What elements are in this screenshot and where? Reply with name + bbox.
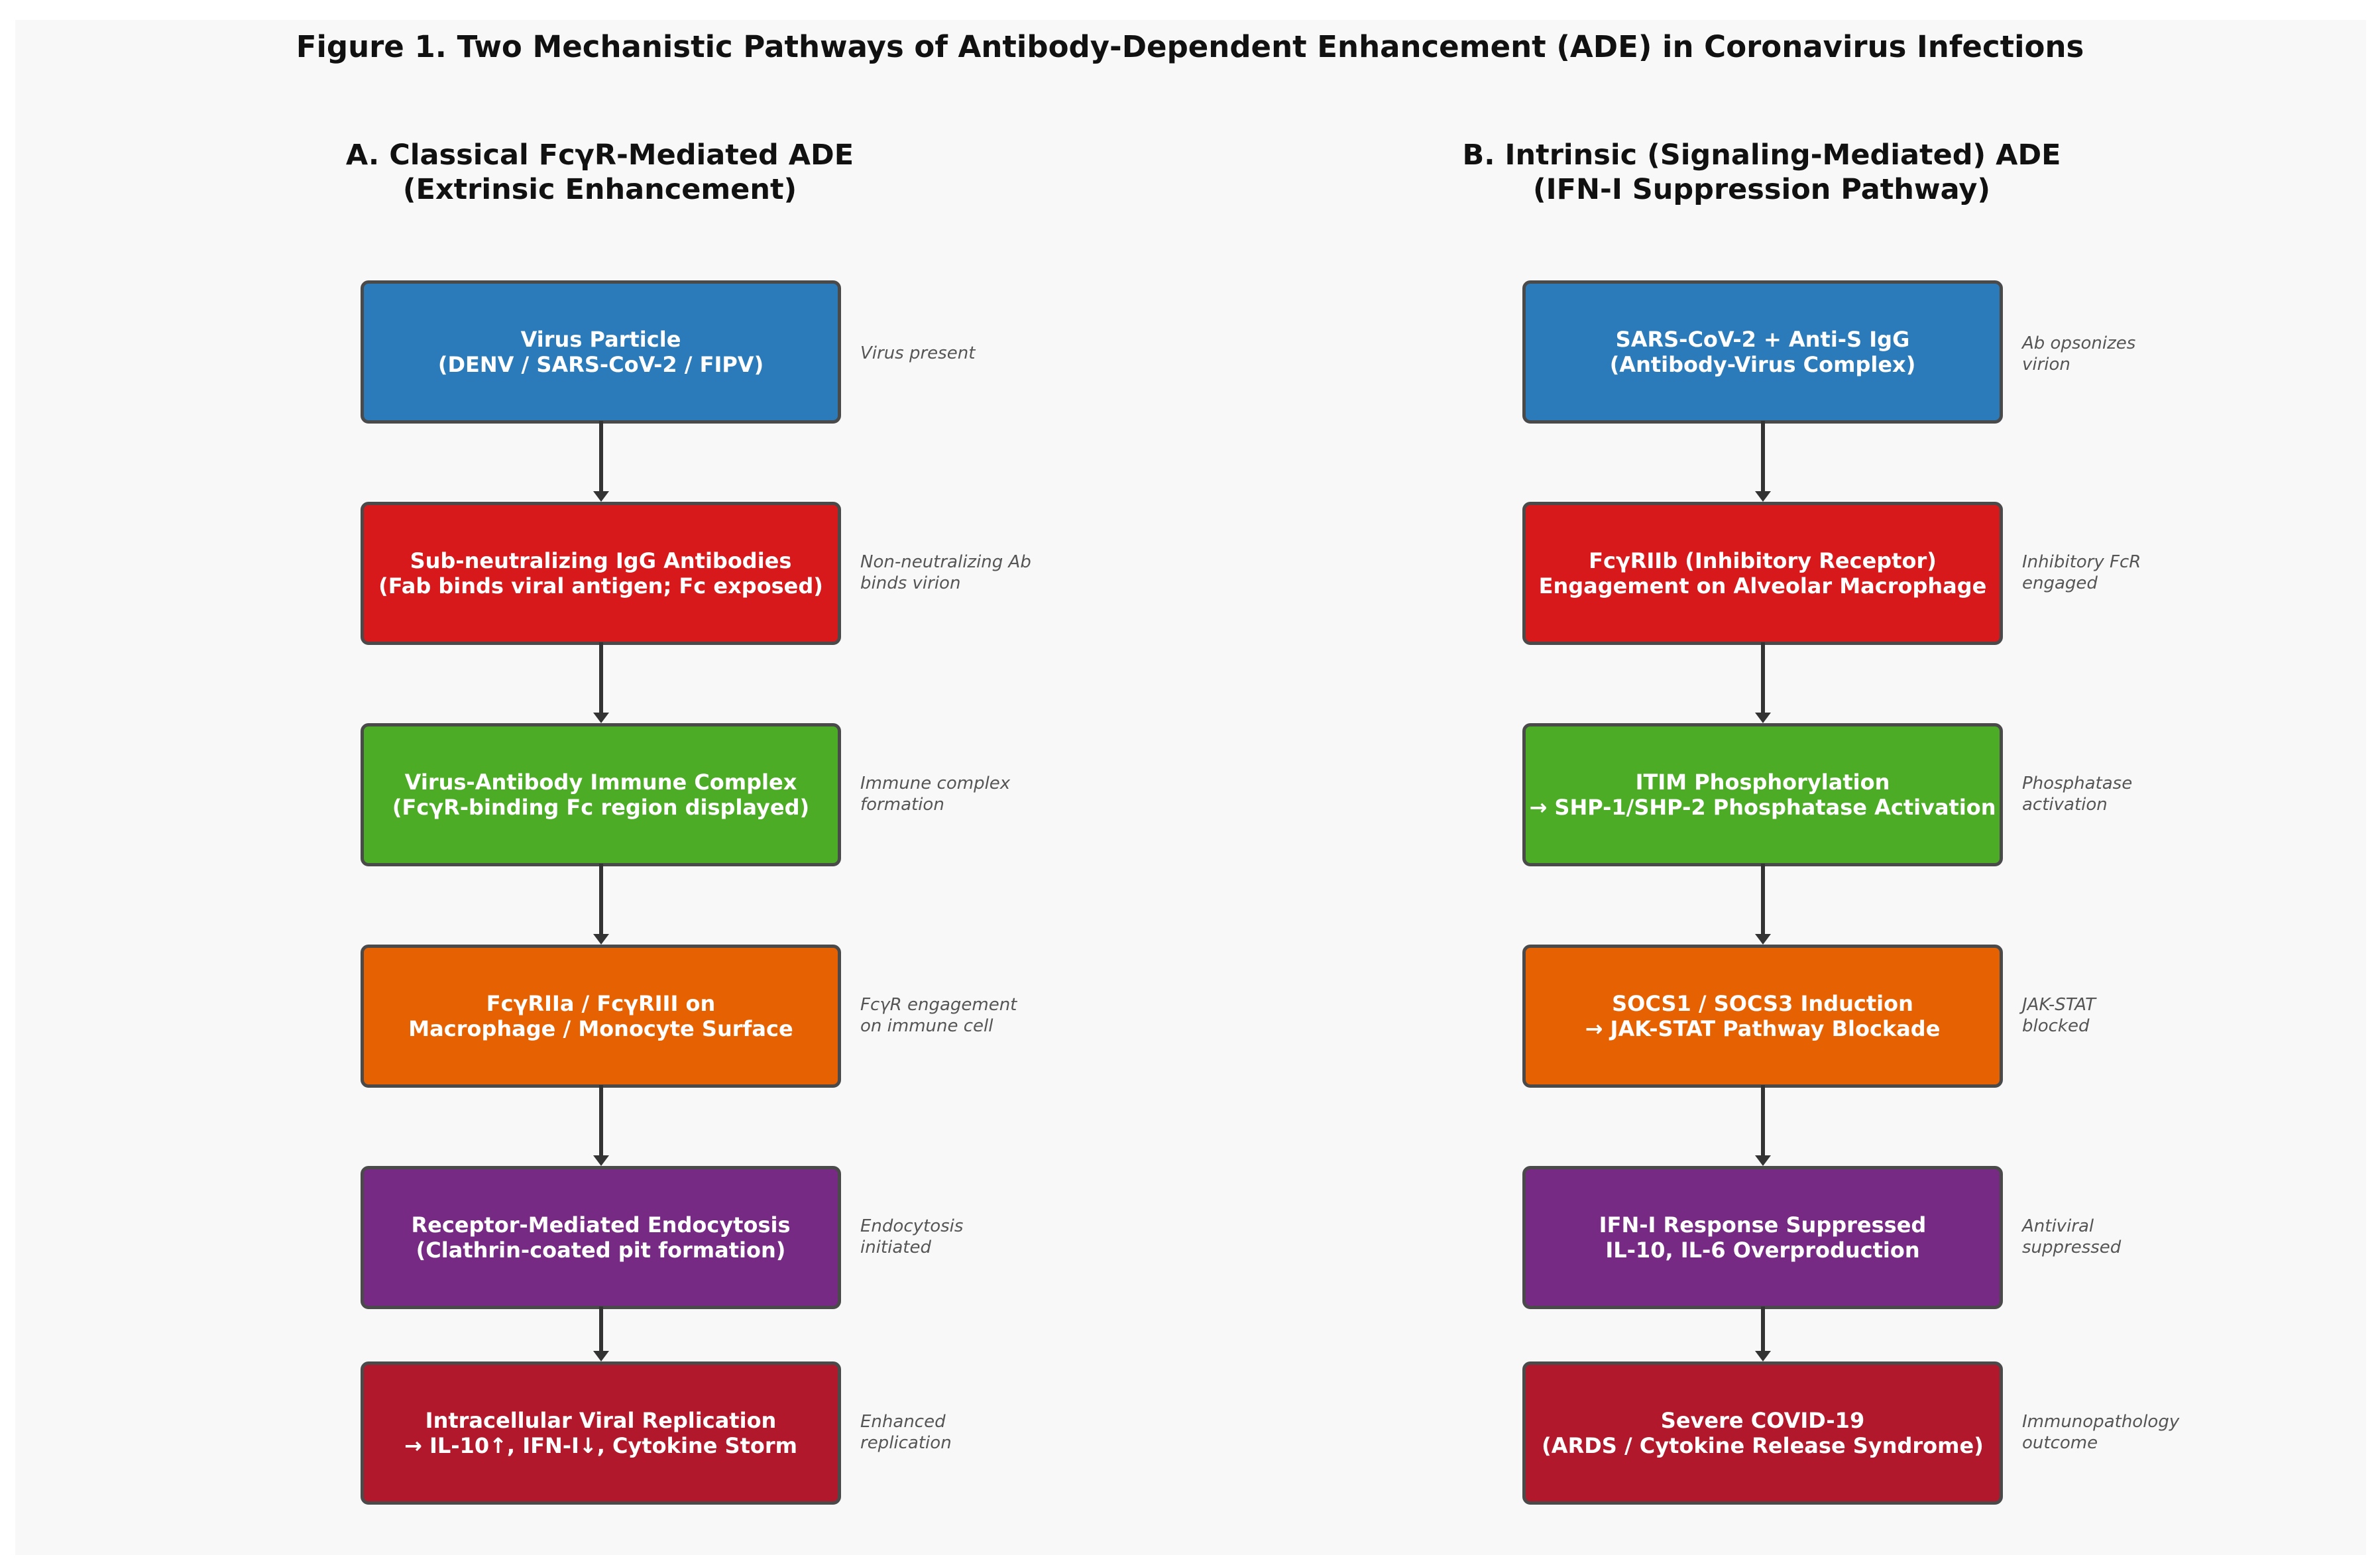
note-line2: replication xyxy=(860,1433,952,1453)
step-line2: → JAK-STAT Pathway Blockade xyxy=(1585,1016,1941,1041)
panel-a-title-line1: A. Classical FcγR-Mediated ADE xyxy=(345,139,854,172)
panel-b-title-line2: (IFN-I Suppression Pathway) xyxy=(1532,173,1991,206)
panel-b-step-3-note: Phosphatase activation xyxy=(2022,773,2132,815)
step-line1: Severe COVID-19 xyxy=(1660,1408,1865,1433)
panel-b-title-line1: B. Intrinsic (Signaling-Mediated) ADE xyxy=(1462,139,2061,172)
step-line2: (DENV / SARS-CoV-2 / FIPV) xyxy=(437,352,764,377)
note-line2: virion xyxy=(2022,355,2070,375)
note-line2: engaged xyxy=(2022,573,2098,593)
panel-a-arrow-2 xyxy=(593,642,609,723)
panel-a-step-1-box: Virus Particle (DENV / SARS-CoV-2 / FIPV… xyxy=(361,280,841,424)
note-line2: activation xyxy=(2022,795,2108,815)
step-line1: Sub-neutralizing IgG Antibodies xyxy=(410,548,792,573)
step-line2: Macrophage / Monocyte Surface xyxy=(408,1016,793,1041)
panel-a-step-2-note: Non-neutralizing Ab binds virion xyxy=(860,551,1031,594)
panel-b-arrow-5 xyxy=(1755,1306,1771,1361)
panel-b-step-1-box: SARS-CoV-2 + Anti-S IgG (Antibody-Virus … xyxy=(1522,280,2003,424)
note-line1: Immune complex xyxy=(860,774,1011,793)
panel-b-step-3-box: ITIM Phosphorylation → SHP-1/SHP-2 Phosp… xyxy=(1522,723,2003,866)
note-line2: suppressed xyxy=(2022,1238,2122,1257)
panel-b-step-2-note: Inhibitory FcR engaged xyxy=(2022,551,2141,594)
panel-b-step-5-note: Antiviral suppressed xyxy=(2022,1216,2121,1258)
note-line2: initiated xyxy=(860,1238,931,1257)
step-line1: Intracellular Viral Replication xyxy=(425,1408,777,1433)
panel-b-step-4-box: SOCS1 / SOCS3 Induction → JAK-STAT Pathw… xyxy=(1522,945,2003,1088)
panel-b-step-4-note: JAK-STAT blocked xyxy=(2022,994,2096,1037)
panel-b-step-5-box: IFN-I Response Suppressed IL-10, IL-6 Ov… xyxy=(1522,1166,2003,1309)
panel-b-arrow-4 xyxy=(1755,1085,1771,1166)
step-line1: IFN-I Response Suppressed xyxy=(1599,1212,1927,1238)
note-line2: blocked xyxy=(2022,1016,2090,1036)
step-line1: ITIM Phosphorylation xyxy=(1635,770,1890,795)
panel-a-title: A. Classical FcγR-Mediated ADE (Extrinsi… xyxy=(202,138,997,207)
note-line2: binds virion xyxy=(860,573,961,593)
note-line1: Immunopathology xyxy=(2022,1412,2180,1432)
panel-a-step-6-box: Intracellular Viral Replication → IL-10↑… xyxy=(361,1361,841,1505)
step-line1: SOCS1 / SOCS3 Induction xyxy=(1612,991,1913,1016)
panel-b-arrow-1 xyxy=(1755,421,1771,502)
step-line2: (FcγR-binding Fc region displayed) xyxy=(392,795,810,820)
panel-a-title-line2: (Extrinsic Enhancement) xyxy=(402,173,797,206)
note-line1: Endocytosis xyxy=(860,1216,964,1236)
note-line1: FcγR engagement xyxy=(860,995,1017,1015)
note-line1: Virus present xyxy=(860,343,976,363)
note-line1: Non-neutralizing Ab xyxy=(860,552,1031,572)
panel-a-arrow-4 xyxy=(593,1085,609,1166)
panel-a-step-1-note: Virus present xyxy=(860,343,975,364)
panel-b-step-2-box: FcγRIIb (Inhibitory Receptor) Engagement… xyxy=(1522,502,2003,645)
step-line2: → SHP-1/SHP-2 Phosphatase Activation xyxy=(1529,795,1996,820)
figure-title: Figure 1. Two Mechanistic Pathways of An… xyxy=(296,29,2084,64)
step-line2: → IL-10↑, IFN-I↓, Cytokine Storm xyxy=(404,1433,797,1458)
note-line1: Ab opsonizes xyxy=(2022,333,2136,353)
panel-a-step-6-note: Enhanced replication xyxy=(860,1411,952,1454)
panel-a-step-5-box: Receptor-Mediated Endocytosis (Clathrin-… xyxy=(361,1166,841,1309)
panel-a-step-2-box: Sub-neutralizing IgG Antibodies (Fab bin… xyxy=(361,502,841,645)
note-line1: Antiviral xyxy=(2022,1216,2094,1236)
panel-b-step-6-note: Immunopathology outcome xyxy=(2022,1411,2179,1454)
step-line1: SARS-CoV-2 + Anti-S IgG xyxy=(1615,327,1910,352)
step-line2: IL-10, IL-6 Overproduction xyxy=(1605,1238,1920,1263)
note-line1: Enhanced xyxy=(860,1412,946,1432)
note-line2: formation xyxy=(860,795,944,815)
panel-a-arrow-1 xyxy=(593,421,609,502)
step-line2: (Clathrin-coated pit formation) xyxy=(416,1238,786,1263)
note-line1: Phosphatase xyxy=(2022,774,2133,793)
step-line1: Virus Particle xyxy=(520,327,681,352)
panel-b-arrow-3 xyxy=(1755,864,1771,945)
panel-a-arrow-5 xyxy=(593,1306,609,1361)
step-line2: (Antibody-Virus Complex) xyxy=(1609,352,1916,377)
panel-b-title: B. Intrinsic (Signaling-Mediated) ADE (I… xyxy=(1364,138,2159,207)
panel-b-step-6-box: Severe COVID-19 (ARDS / Cytokine Release… xyxy=(1522,1361,2003,1505)
panel-b-step-1-note: Ab opsonizes virion xyxy=(2022,333,2135,375)
panel-a-step-3-box: Virus-Antibody Immune Complex (FcγR-bind… xyxy=(361,723,841,866)
step-line1: Virus-Antibody Immune Complex xyxy=(404,770,797,795)
note-line2: on immune cell xyxy=(860,1016,993,1036)
note-line2: outcome xyxy=(2022,1433,2098,1453)
step-line2: (Fab binds viral antigen; Fc exposed) xyxy=(378,573,823,599)
panel-a-step-4-box: FcγRIIa / FcγRIII on Macrophage / Monocy… xyxy=(361,945,841,1088)
step-line1: Receptor-Mediated Endocytosis xyxy=(411,1212,791,1238)
note-line1: Inhibitory FcR xyxy=(2022,552,2141,572)
panel-a-step-5-note: Endocytosis initiated xyxy=(860,1216,963,1258)
panel-a-arrow-3 xyxy=(593,864,609,945)
panel-b-arrow-2 xyxy=(1755,642,1771,723)
note-line1: JAK-STAT xyxy=(2022,995,2096,1015)
panel-a-step-3-note: Immune complex formation xyxy=(860,773,1010,815)
step-line2: Engagement on Alveolar Macrophage xyxy=(1538,573,1987,599)
step-line1: FcγRIIb (Inhibitory Receptor) xyxy=(1589,548,1937,573)
panel-a-step-4-note: FcγR engagement on immune cell xyxy=(860,994,1017,1037)
step-line1: FcγRIIa / FcγRIII on xyxy=(486,991,716,1016)
step-line2: (ARDS / Cytokine Release Syndrome) xyxy=(1542,1433,1984,1458)
